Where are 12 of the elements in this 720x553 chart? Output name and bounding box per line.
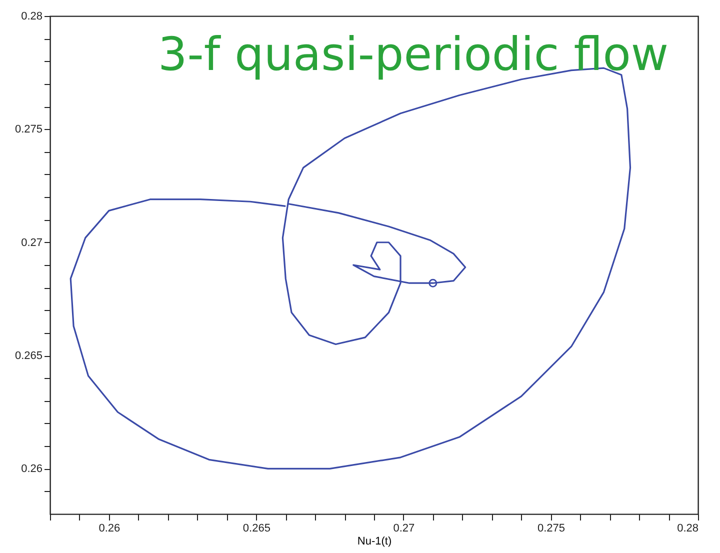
y-tick-label: 0.265 bbox=[14, 350, 42, 362]
chart-title: 3-f quasi-periodic flow bbox=[158, 27, 668, 81]
x-tick-label: 0.26 bbox=[98, 522, 120, 534]
y-tick-label: 0.275 bbox=[14, 124, 42, 136]
x-tick-label: 0.27 bbox=[393, 522, 415, 534]
x-tick-label: 0.265 bbox=[242, 522, 270, 534]
y-tick-label: 0.28 bbox=[21, 10, 42, 22]
y-tick-label: 0.26 bbox=[21, 463, 42, 476]
y-tick-label: 0.27 bbox=[21, 236, 42, 249]
x-axis-title: Nu-1(t) bbox=[357, 536, 392, 548]
x-tick-label: 0.28 bbox=[677, 522, 698, 534]
x-tick-label: 0.275 bbox=[537, 522, 565, 534]
